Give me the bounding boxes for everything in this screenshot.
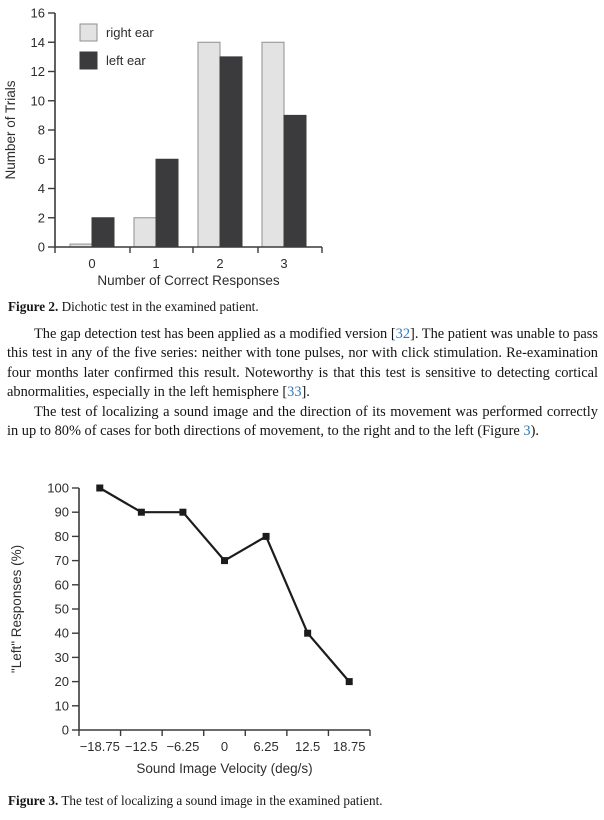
localization-line-chart-svg: 0 10 20 30 40 50 60 70 80 90 100 −18.75 −12.5 −6.25 0 6…: [9, 481, 371, 776]
svg-text:80: 80: [55, 529, 69, 544]
svg-text:2: 2: [216, 256, 223, 271]
svg-text:0: 0: [62, 723, 69, 738]
svg-text:2: 2: [38, 210, 45, 225]
figure-2-bar-chart: 0 2 4 6 8 10 12 14 16 0 1 2 3 Number of Correct Respo…: [2, 2, 342, 298]
svg-text:70: 70: [55, 553, 69, 568]
svg-text:−18.75: −18.75: [80, 739, 120, 754]
figure-3-line-chart: 0 10 20 30 40 50 60 70 80 90 100 −18.75 −12.5 −6.25 0 6…: [4, 474, 380, 790]
body-text: The gap detection test has been applied …: [7, 325, 598, 441]
figure-3-link[interactable]: 3: [523, 423, 531, 440]
svg-text:left ear: left ear: [106, 53, 146, 68]
figure-2-caption-text: Dichotic test in the examined patient.: [58, 299, 259, 314]
svg-text:−6.25: −6.25: [166, 739, 199, 754]
svg-text:100: 100: [47, 481, 69, 496]
svg-text:10: 10: [55, 698, 69, 713]
svg-text:Sound Image Velocity (deg/s): Sound Image Velocity (deg/s): [136, 761, 312, 776]
svg-text:Number of Correct Responses: Number of Correct Responses: [97, 273, 280, 288]
svg-text:8: 8: [38, 123, 45, 138]
paragraph-localization: The test of localizing a sound image and…: [7, 403, 598, 442]
paragraph-text: ]. The patient was unable to pass this t…: [7, 326, 599, 401]
svg-text:0: 0: [221, 739, 228, 754]
paragraph-gap-detection: The gap detection test has been applied …: [7, 325, 598, 403]
paragraph-text: The gap detection test has been applied …: [34, 326, 396, 342]
svg-text:4: 4: [38, 181, 45, 196]
svg-text:40: 40: [55, 626, 69, 641]
svg-text:0: 0: [88, 256, 95, 271]
figure-3-caption-label: Figure 3.: [8, 793, 59, 808]
svg-text:14: 14: [31, 35, 45, 50]
svg-text:50: 50: [55, 602, 69, 617]
svg-text:"Left" Responses (%): "Left" Responses (%): [9, 545, 24, 673]
figure-2-caption-label: Figure 2.: [8, 299, 59, 314]
citation-33-link[interactable]: 33: [287, 384, 302, 401]
svg-text:18.75: 18.75: [333, 739, 366, 754]
citation-32-link[interactable]: 32: [395, 326, 411, 342]
svg-text:1: 1: [152, 256, 159, 271]
figure-3-caption: Figure 3. The test of localizing a sound…: [8, 793, 596, 809]
svg-text:20: 20: [55, 674, 69, 689]
svg-text:0: 0: [38, 240, 45, 255]
svg-text:12.5: 12.5: [295, 739, 320, 754]
svg-text:6.25: 6.25: [253, 739, 278, 754]
svg-text:−12.5: −12.5: [125, 739, 158, 754]
svg-text:10: 10: [31, 93, 45, 108]
svg-text:3: 3: [280, 256, 287, 271]
svg-text:30: 30: [55, 650, 69, 665]
figure-3-caption-text: The test of localizing a sound image in …: [58, 793, 383, 808]
svg-text:60: 60: [55, 577, 69, 592]
svg-text:12: 12: [31, 64, 45, 79]
svg-text:Number of Trials: Number of Trials: [3, 80, 18, 179]
figure-2-caption: Figure 2. Dichotic test in the examined …: [8, 299, 596, 315]
svg-text:right ear: right ear: [106, 25, 154, 40]
svg-text:90: 90: [55, 505, 69, 520]
paragraph-text: ).: [530, 423, 539, 440]
paragraph-text: The test of localizing a sound image and…: [7, 403, 598, 440]
svg-text:6: 6: [38, 152, 45, 167]
paragraph-text: ].: [301, 384, 310, 401]
svg-text:16: 16: [31, 6, 45, 21]
